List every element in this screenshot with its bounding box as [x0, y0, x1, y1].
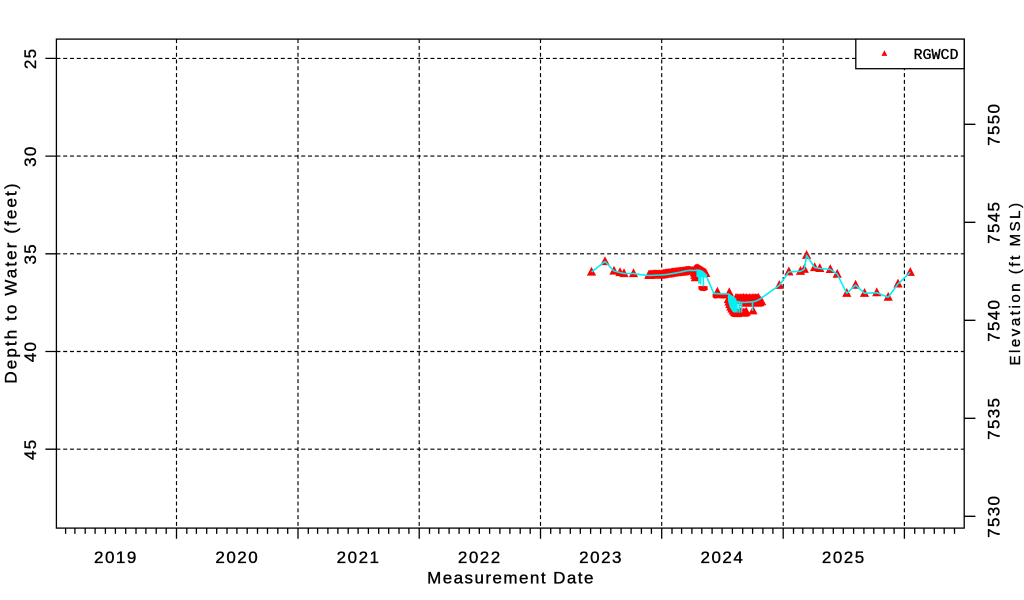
svg-text:RGWCD: RGWCD: [914, 47, 959, 64]
svg-text:45: 45: [21, 438, 40, 460]
svg-text:35: 35: [21, 243, 40, 265]
svg-text:2020: 2020: [215, 548, 259, 567]
svg-text:2023: 2023: [579, 548, 623, 567]
svg-text:25: 25: [21, 48, 40, 70]
svg-text:Measurement Date: Measurement Date: [427, 569, 595, 588]
svg-text:7530: 7530: [984, 495, 1003, 538]
svg-text:2025: 2025: [822, 548, 866, 567]
svg-text:7540: 7540: [984, 299, 1003, 342]
svg-text:2022: 2022: [458, 548, 502, 567]
svg-text:Depth to Water (feet): Depth to Water (feet): [2, 181, 21, 383]
svg-text:7550: 7550: [984, 103, 1003, 146]
svg-text:2019: 2019: [94, 548, 138, 567]
svg-text:2024: 2024: [700, 548, 744, 567]
svg-text:40: 40: [21, 341, 40, 363]
svg-text:7535: 7535: [984, 397, 1003, 440]
svg-text:30: 30: [21, 145, 40, 167]
svg-text:2021: 2021: [337, 548, 381, 567]
svg-text:7545: 7545: [984, 201, 1003, 244]
svg-text:Elevation (ft MSL): Elevation (ft MSL): [1007, 200, 1024, 365]
